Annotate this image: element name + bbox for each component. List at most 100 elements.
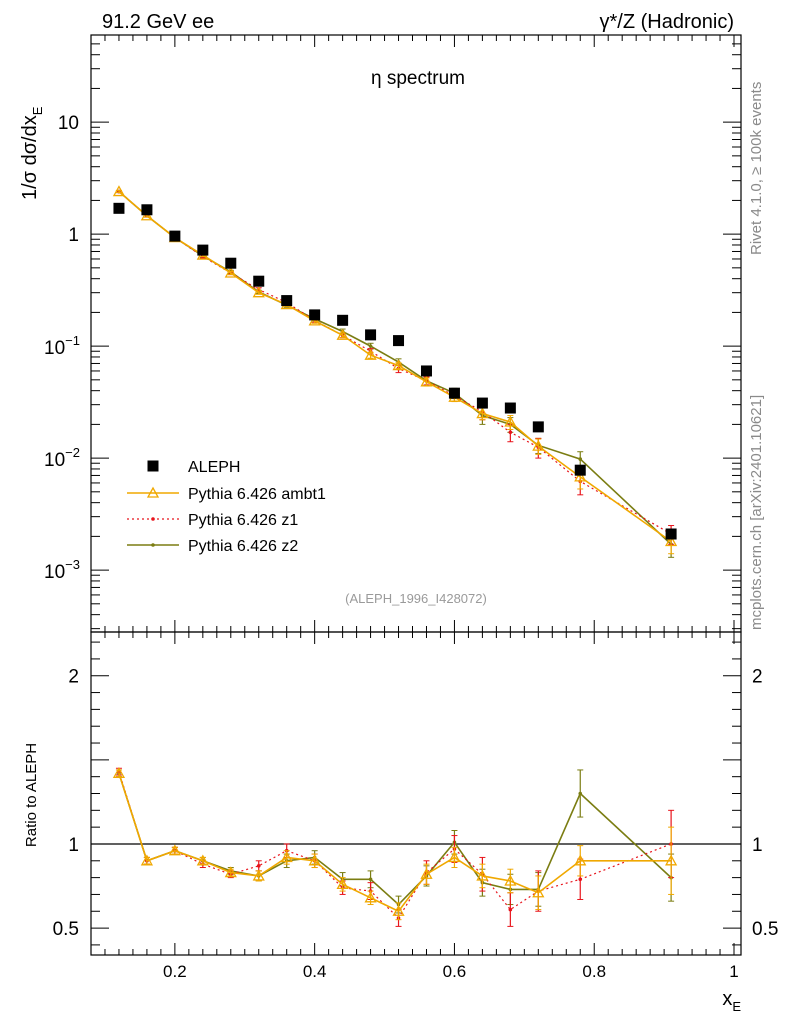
mcplots-source-label: mcplots.cern.ch [arXiv:2401.10621] [748,395,765,630]
ratio-point-pythia-6-426-ambt1 [504,874,517,886]
ratio-y-tick-label: 2 [68,667,79,688]
main-point-pythia-6-426-z1 [508,430,513,435]
y-tick-label: 10−1 [44,333,80,359]
x-axis-title-sub: E [732,999,741,1014]
main-point-aleph [253,275,265,287]
ratio-point-pythia-6-426-ambt1 [532,886,545,898]
ratio-axis-ticks: 0.2 0.4 0.6 0.8 1 0.5 0.5 1 1 2 2 [53,632,778,981]
ratio-point-pythia-6-426-z2 [368,877,373,882]
ratio-point-pythia-6-426-ambt1 [224,866,237,878]
main-point-pythia-6-426-ambt1 [252,286,265,298]
main-point-aleph [309,309,321,321]
x-tick-label: 0.2 [163,962,187,981]
y-tick-exponent: −1 [65,333,80,348]
main-point-pythia-6-426-ambt1 [504,415,517,427]
main-point-pythia-6-426-ambt1 [420,375,433,387]
main-point-aleph [225,257,237,269]
ratio-point-pythia-6-426-ambt1 [420,867,433,879]
main-y-axis-label: 1/σ dσ/dxE [19,106,45,200]
ratio-point-pythia-6-426-ambt1 [168,844,181,856]
ratio-series-pythia-6-426-z2 [115,769,675,914]
ratio-plot-frame [90,631,742,956]
ratio-y-tick-label-right: 0.5 [752,919,778,940]
legend-marker-aleph [147,460,159,472]
main-point-pythia-6-426-ambt1 [224,266,237,278]
ratio-point-pythia-6-426-ambt1 [112,766,126,778]
main-point-aleph [113,202,125,214]
ratio-line-pythia-6-426-ambt1 [118,773,672,913]
y-tick-exponent: −3 [65,557,80,572]
ratio-y-tick-label-right: 1 [752,835,763,856]
main-point-pythia-6-426-ambt1 [574,470,587,482]
ratio-point-pythia-6-426-z1 [578,877,583,882]
main-point-aleph [197,244,209,256]
y-tick-exponent: −2 [65,445,80,460]
plot-title: η spectrum [371,68,465,89]
ratio-line-pythia-6-426-z2 [118,773,672,906]
ratio-point-pythia-6-426-ambt1 [252,869,265,881]
legend-label: Pythia 6.426 z1 [188,512,298,529]
main-point-pythia-6-426-z2 [578,457,583,461]
ratio-point-pythia-6-426-ambt1 [336,878,349,889]
main-point-pythia-6-426-ambt1 [392,359,405,371]
x-axis-title: xE [722,988,741,1014]
main-point-aleph [574,464,586,476]
main-point-pythia-6-426-ambt1 [532,439,545,451]
ratio-point-pythia-6-426-ambt1 [140,854,154,866]
main-point-aleph [665,528,677,540]
main-point-aleph [476,397,488,409]
ratio-point-pythia-6-426-ambt1 [476,869,489,881]
legend-marker [151,543,155,547]
ratio-y-tick-label-right: 2 [752,667,763,688]
main-point-pythia-6-426-ambt1 [336,328,349,340]
ratio-series-pythia-6-426-ambt1 [112,766,678,921]
x-tick-label: 0.6 [443,962,467,981]
ratio-point-pythia-6-426-z1 [256,864,261,868]
ratio-point-pythia-6-426-ambt1 [280,851,293,863]
rivet-version-label: Rivet 4.1.0, ≥ 100k events [748,82,765,255]
ratio-point-pythia-6-426-z2 [578,791,583,796]
y-tick-label: 10 [58,113,79,134]
main-point-aleph [448,387,460,399]
main-point-aleph [420,365,432,377]
header-energy-label: 91.2 GeV ee [102,11,214,33]
legend-label: Pythia 6.426 z2 [188,538,298,555]
legend-label: ALEPH [188,459,240,476]
y-tick-base: 10 [44,562,65,583]
ratio-point-pythia-6-426-ambt1 [574,854,587,866]
legend-marker [146,486,160,498]
y-tick-base: 10 [44,338,65,359]
y-tick-base: 10 [44,450,65,471]
x-tick-label: 0.4 [303,962,327,981]
main-point-aleph [365,329,377,341]
ratio-y-axis-label: Ratio to ALEPH [23,743,40,847]
legend-marker [151,517,155,521]
main-series [112,185,678,558]
y-axis-title-main: 1/σ dσ/dx [19,115,41,200]
ratio-line-pythia-6-426-z1 [118,771,672,919]
ratio-point-pythia-6-426-ambt1 [196,854,209,866]
y-tick-label: 10−2 [44,445,80,471]
ratio-point-pythia-6-426-ambt1 [364,891,377,903]
main-point-pythia-6-426-ambt1 [364,348,377,360]
x-tick-label: 0.8 [582,962,606,981]
main-point-aleph [504,402,516,414]
ratio-point-pythia-6-426-ambt1 [392,904,405,916]
y-tick-label: 10−3 [44,557,80,583]
analysis-id-label: (ALEPH_1996_I428072) [345,591,487,606]
ratio-point-pythia-6-426-ambt1 [665,854,678,866]
ratio-point-pythia-6-426-ambt1 [448,851,461,863]
main-point-aleph [337,314,349,326]
ratio-series [112,766,678,927]
header-process-label: γ*/Z (Hadronic) [600,11,734,33]
main-point-pythia-6-426-ambt1 [112,185,126,197]
ratio-y-tick-label: 0.5 [53,919,79,940]
x-tick-label: 1 [729,962,738,981]
main-point-pythia-6-426-ambt1 [476,407,489,419]
main-point-aleph [169,230,181,242]
y-axis-title: 1/σ dσ/dxE [19,106,45,200]
main-point-pythia-6-426-ambt1 [665,535,678,547]
